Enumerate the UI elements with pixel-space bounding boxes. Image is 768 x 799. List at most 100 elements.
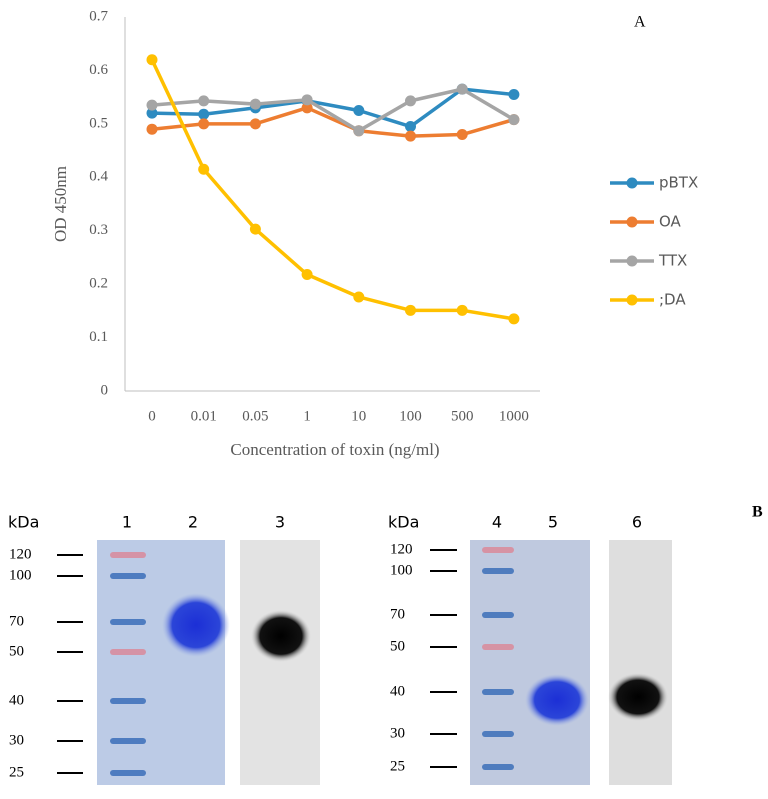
ladder-band	[110, 738, 146, 744]
y-tick-label: 0	[101, 382, 109, 398]
data-point	[353, 125, 365, 137]
lane-label: 1	[122, 513, 132, 532]
data-point	[198, 118, 210, 130]
y-tick-label: 0.5	[89, 115, 108, 131]
data-point	[405, 121, 416, 133]
legend-label: pBTX	[659, 174, 698, 192]
data-point	[508, 114, 520, 126]
lane-label: 2	[188, 513, 198, 532]
marker-label: 50	[390, 638, 405, 654]
data-point	[198, 163, 210, 175]
marker-label: 40	[9, 692, 24, 708]
protein-band	[162, 593, 230, 657]
unit-label: kDa	[8, 513, 39, 532]
marker-label: 120	[9, 546, 32, 562]
data-point	[353, 291, 365, 303]
marker-label: 40	[390, 683, 405, 699]
y-tick-label: 0.6	[89, 62, 108, 78]
x-tick-label: 0	[148, 408, 156, 424]
legend-label: OA	[659, 213, 682, 231]
ladder-band	[110, 698, 146, 704]
data-point	[456, 129, 468, 141]
ladder-band	[482, 644, 514, 650]
ladder-band	[482, 547, 514, 553]
data-point	[198, 95, 210, 107]
lane-label: 3	[275, 513, 285, 532]
marker-label: 30	[390, 725, 405, 741]
panel-label: A	[634, 14, 646, 31]
lane-label: 6	[632, 513, 642, 532]
marker-label: 70	[390, 606, 405, 622]
x-tick-label: 1000	[499, 408, 529, 424]
data-point	[405, 95, 416, 107]
marker-label: 30	[9, 732, 24, 748]
marker-label: 50	[9, 643, 24, 659]
ladder-band	[110, 552, 146, 558]
x-tick-label: 0.01	[191, 408, 217, 424]
data-point	[146, 54, 158, 66]
data-point	[508, 313, 520, 325]
data-point	[301, 94, 313, 106]
x-tick-label: 500	[451, 408, 474, 424]
ladder-band	[482, 731, 514, 737]
y-axis-label: OD 450nm	[51, 166, 70, 242]
data-point	[301, 269, 313, 281]
lane-label: 4	[492, 513, 502, 532]
y-tick-label: 0.7	[89, 8, 108, 24]
data-point	[146, 99, 158, 111]
legend-label: ;DA	[659, 291, 686, 309]
ladder-band	[110, 649, 146, 655]
data-point	[456, 304, 468, 316]
data-point	[146, 123, 158, 135]
ladder-band	[110, 770, 146, 776]
legend-marker	[626, 255, 638, 267]
lane-label: 5	[548, 513, 558, 532]
x-tick-label: 1	[303, 408, 311, 424]
data-point	[405, 304, 416, 316]
unit-label: kDa	[388, 513, 419, 532]
blot	[240, 540, 320, 785]
blot-band	[608, 673, 668, 721]
data-point	[508, 88, 520, 100]
ladder-band	[482, 689, 514, 695]
marker-label: 100	[9, 567, 32, 583]
data-point	[249, 98, 261, 110]
x-tick-label: 100	[399, 408, 422, 424]
x-axis-label: Concentration of toxin (ng/ml)	[230, 440, 439, 459]
data-point	[301, 102, 313, 114]
protein-band	[525, 674, 589, 726]
marker-label: 120	[390, 541, 413, 557]
data-point	[198, 108, 210, 120]
y-tick-label: 0.1	[89, 329, 108, 345]
marker-label: 70	[9, 613, 24, 629]
data-point	[353, 105, 365, 116]
x-tick-label: 0.05	[242, 408, 268, 424]
ladder-band	[110, 619, 146, 625]
series-line	[151, 87, 515, 129]
y-tick-label: 0.3	[89, 222, 108, 238]
data-point	[146, 107, 158, 119]
y-tick-label: 0.2	[89, 276, 108, 292]
series-line	[151, 106, 515, 138]
blot	[609, 540, 672, 785]
data-point	[249, 223, 261, 235]
ladder-band	[482, 612, 514, 618]
ladder-band	[482, 568, 514, 574]
legend-marker	[626, 216, 638, 228]
data-point	[456, 83, 468, 95]
data-point	[249, 118, 261, 130]
marker-label: 25	[9, 764, 24, 780]
legend-marker	[626, 294, 638, 306]
ladder-band	[482, 764, 514, 770]
panel-label: B	[752, 504, 763, 521]
data-point	[405, 130, 416, 142]
blot-band	[251, 610, 311, 662]
ladder-band	[110, 573, 146, 579]
marker-label: 25	[390, 758, 405, 774]
marker-label: 100	[390, 562, 413, 578]
gel	[470, 540, 590, 785]
y-tick-label: 0.4	[89, 169, 108, 185]
gel	[97, 540, 225, 785]
series-line	[150, 58, 515, 321]
